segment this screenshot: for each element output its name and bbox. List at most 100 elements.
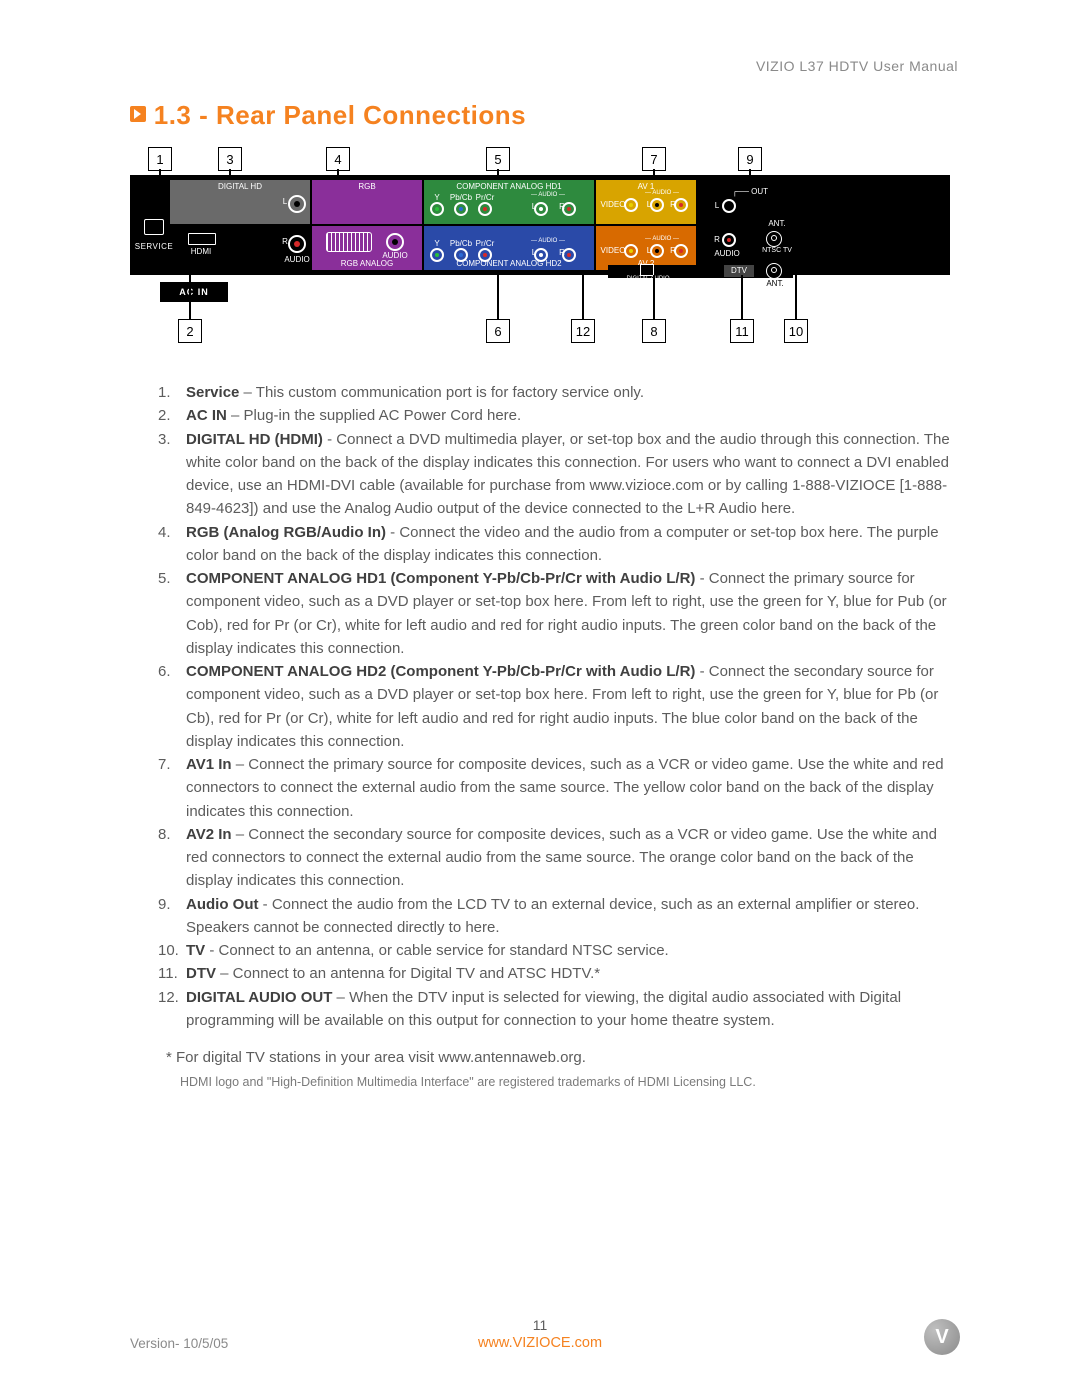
- service-port-icon: [144, 219, 164, 235]
- jack-out-L: [722, 199, 736, 213]
- jack-comp2-0: [430, 248, 444, 262]
- label-av2-Lt: L: [644, 246, 654, 255]
- item-text: DTV – Connect to an antenna for Digital …: [186, 962, 600, 985]
- callout-stem-1: [159, 169, 161, 179]
- logo-v-icon: V: [935, 1326, 948, 1349]
- item-text: TV - Connect to an antenna, or cable ser…: [186, 939, 669, 962]
- list-item: 6.COMPONENT ANALOG HD2 (Component Y-Pb/C…: [130, 660, 950, 753]
- list-item: 10.TV - Connect to an antenna, or cable …: [130, 939, 950, 962]
- item-number: 3.: [158, 428, 186, 521]
- item-number: 11.: [158, 962, 186, 985]
- item-term: DIGITAL HD (HDMI): [186, 431, 323, 448]
- list-item: 4.RGB (Analog RGB/Audio In) - Connect th…: [130, 521, 950, 568]
- callout-5: 5: [486, 147, 510, 171]
- jack-comp1-1: [454, 202, 468, 216]
- label-comp1-L: L: [528, 202, 540, 211]
- footer-version: Version- 10/5/05: [130, 1336, 228, 1351]
- label-dtv: DTV: [724, 265, 754, 277]
- brand-logo: V: [924, 1319, 960, 1355]
- item-number: 2.: [158, 404, 186, 427]
- item-number: 4.: [158, 521, 186, 568]
- item-term: Audio Out: [186, 896, 258, 913]
- callout-stem-b-8: [653, 275, 655, 319]
- item-desc: – Plug-in the supplied AC Power Cord her…: [227, 407, 521, 424]
- item-number: 7.: [158, 753, 186, 823]
- jack-hdmi-L: [288, 195, 306, 213]
- jack-av1-video: [624, 198, 638, 212]
- jack-comp1-2: [478, 202, 492, 216]
- label-rgb: RGB: [312, 182, 422, 191]
- digital-audio-port-icon: [640, 264, 654, 276]
- label-av2-audio: — AUDIO —: [640, 236, 684, 242]
- item-text: DIGITAL AUDIO OUT – When the DTV input i…: [186, 986, 950, 1033]
- item-term: Service: [186, 384, 239, 401]
- item-text: Audio Out - Connect the audio from the L…: [186, 893, 950, 940]
- list-item: 3.DIGITAL HD (HDMI) - Connect a DVD mult…: [130, 428, 950, 521]
- item-text: COMPONENT ANALOG HD1 (Component Y-Pb/Cb-…: [186, 567, 950, 660]
- callout-b-10: 10: [784, 319, 808, 343]
- callout-stem-b-11: [741, 275, 743, 319]
- callout-stem-b-10: [795, 275, 797, 319]
- callout-stem-b-6: [497, 275, 499, 319]
- header-right: VIZIO L37 HDTV User Manual: [756, 58, 958, 74]
- label-comp2-L: L: [528, 248, 540, 257]
- item-desc: – Connect the primary source for composi…: [186, 756, 944, 820]
- acin-label: AC IN: [160, 282, 228, 302]
- callout-stem-3: [229, 169, 231, 179]
- callout-9: 9: [738, 147, 762, 171]
- item-term: AV2 In: [186, 826, 232, 843]
- callout-b-6: 6: [486, 319, 510, 343]
- description-list: 1.Service – This custom communication po…: [130, 381, 950, 1032]
- callout-stem-b-12: [582, 275, 584, 319]
- item-term: COMPONENT ANALOG HD1 (Component Y-Pb/Cb-…: [186, 570, 695, 587]
- label-ant1: ANT.: [762, 219, 792, 228]
- item-number: 8.: [158, 823, 186, 893]
- label-service: SERVICE: [132, 242, 176, 251]
- chevron-icon: [130, 106, 146, 122]
- label-ant2: ANT.: [760, 279, 790, 288]
- ant-ntsc-icon: [766, 231, 782, 247]
- section-dash: -: [199, 100, 216, 130]
- jack-hdmi-R: [288, 235, 306, 253]
- item-term: RGB (Analog RGB/Audio In): [186, 524, 386, 541]
- callout-7: 7: [642, 147, 666, 171]
- item-desc: - Connect the audio from the LCD TV to a…: [186, 896, 919, 936]
- label-ntsc: NTSC TV: [758, 247, 796, 254]
- rear-panel-diagram: AC INDIGITAL HDLRAUDIOSERVICEHDMIRGBRGB …: [130, 147, 950, 367]
- page-number: 11: [0, 1317, 1080, 1333]
- label-comp1-R: R: [556, 202, 568, 211]
- jack-comp2-2: [478, 248, 492, 262]
- item-text: AC IN – Plug-in the supplied AC Power Co…: [186, 404, 521, 427]
- item-term: DIGITAL AUDIO OUT: [186, 989, 332, 1006]
- item-number: 12.: [158, 986, 186, 1033]
- label-rgb-analog: RGB ANALOG: [312, 259, 422, 268]
- label-comp2-1: Pb/Cb: [448, 239, 474, 248]
- item-text: AV2 In – Connect the secondary source fo…: [186, 823, 950, 893]
- item-desc: – This custom communication port is for …: [239, 384, 644, 401]
- label-comp1-1: Pb/Cb: [448, 193, 474, 202]
- label-comp2-0: Y: [424, 239, 450, 248]
- label-av1-Rt: R: [668, 200, 678, 209]
- label-comp1-0: Y: [424, 193, 450, 202]
- item-number: 9.: [158, 893, 186, 940]
- callout-4: 4: [326, 147, 350, 171]
- item-text: DIGITAL HD (HDMI) - Connect a DVD multim…: [186, 428, 950, 521]
- item-text: Service – This custom communication port…: [186, 381, 644, 404]
- item-term: AC IN: [186, 407, 227, 424]
- page-footer: 11 www.VIZIOCE.com Version- 10/5/05 V: [0, 1317, 1080, 1351]
- callout-b-12: 12: [571, 319, 595, 343]
- label-comp2-2: Pr/Cr: [472, 239, 498, 248]
- item-text: RGB (Analog RGB/Audio In) - Connect the …: [186, 521, 950, 568]
- list-item: 12.DIGITAL AUDIO OUT – When the DTV inpu…: [130, 986, 950, 1033]
- item-number: 5.: [158, 567, 186, 660]
- label-hdmi: HDMI: [182, 247, 220, 256]
- callout-stem-4: [337, 169, 339, 179]
- label-comp2-audio: — AUDIO —: [526, 238, 570, 244]
- jack-av2-video: [624, 244, 638, 258]
- section-title-text: Rear Panel Connections: [216, 100, 526, 130]
- item-term: TV: [186, 942, 205, 959]
- label-comp1-audio: — AUDIO —: [526, 192, 570, 198]
- jack-out-R: [722, 233, 736, 247]
- label-av1-Lt: L: [644, 200, 654, 209]
- callout-1: 1: [148, 147, 172, 171]
